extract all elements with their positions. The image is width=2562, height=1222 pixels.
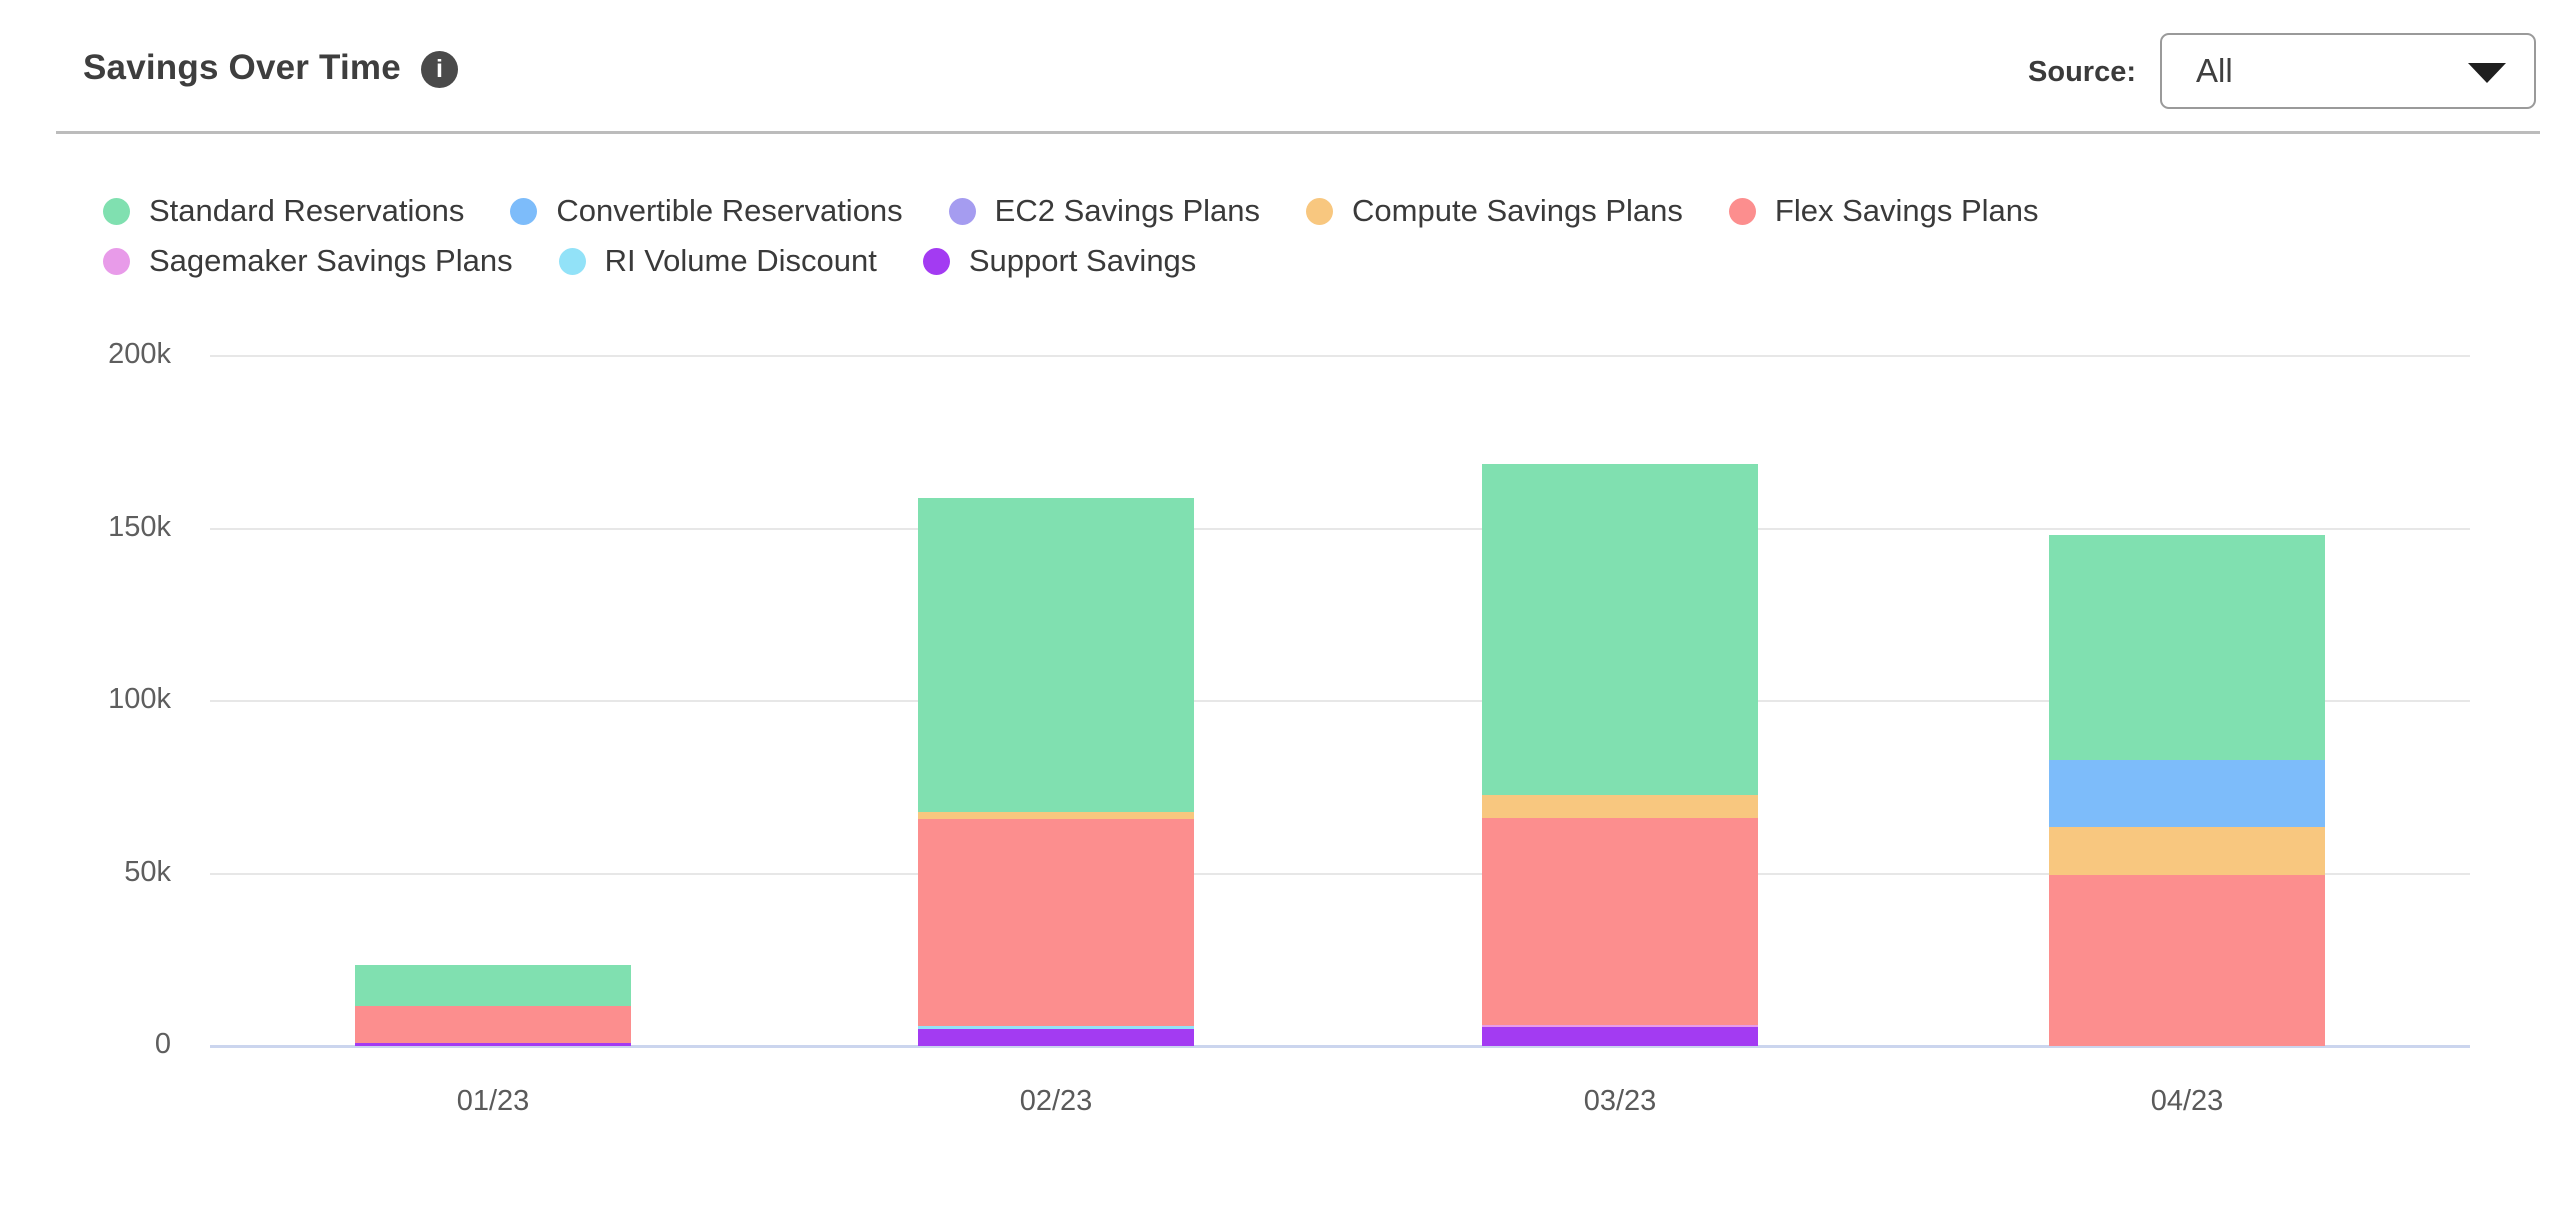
legend-label: Support Savings [968, 243, 1197, 278]
legend-label: EC2 Savings Plans [994, 193, 1261, 228]
chevron-down-icon [2468, 63, 2506, 83]
bar-segment[interactable] [918, 812, 1194, 819]
source-select[interactable]: All [2160, 33, 2536, 109]
legend-dot-icon [1306, 197, 1334, 225]
legend-label: Convertible Reservations [556, 193, 903, 228]
bar-segment[interactable] [2049, 759, 2325, 827]
bar-segment[interactable] [355, 1006, 631, 1043]
legend-dot-icon [103, 247, 130, 275]
legend-item[interactable]: Convertible Reservations [510, 193, 903, 229]
legend-row: Standard Reservations Convertible Reserva… [103, 186, 2303, 236]
x-axis-tick-label: 01/23 [456, 1085, 530, 1117]
y-axis-tick-label: 150k [108, 511, 171, 543]
y-axis-tick-label: 0 [154, 1028, 171, 1060]
legend-dot-icon [558, 247, 586, 275]
legend-item[interactable]: Flex Savings Plans [1728, 193, 2039, 229]
bar-segment[interactable] [1482, 1027, 1758, 1046]
y-axis-tick-label: 50k [124, 856, 171, 888]
bar-segment[interactable] [1482, 795, 1758, 818]
legend-item[interactable]: Support Savings [922, 243, 1197, 279]
bar-segment[interactable] [2049, 826, 2325, 876]
x-axis-line [210, 1045, 2470, 1048]
legend-dot-icon [948, 197, 976, 225]
legend-dot-icon [1728, 197, 1756, 225]
bar-segment[interactable] [918, 498, 1194, 813]
info-icon[interactable]: i [421, 51, 458, 88]
legend-item[interactable]: Standard Reservations [103, 193, 464, 229]
bar-segment[interactable] [1482, 1024, 1758, 1028]
gridline [210, 528, 2470, 530]
bar-segment[interactable] [2049, 875, 2325, 1046]
chart-legend: Standard Reservations Convertible Reserva… [103, 186, 2303, 286]
legend-dot-icon [103, 197, 130, 225]
legend-label: Flex Savings Plans [1774, 193, 2039, 228]
bar-segment[interactable] [2049, 535, 2325, 760]
gridline [210, 700, 2470, 702]
bar-segment[interactable] [918, 1028, 1194, 1046]
x-axis-tick-label: 02/23 [1019, 1085, 1093, 1117]
x-axis-tick-label: 03/23 [1583, 1085, 1657, 1117]
legend-item[interactable]: EC2 Savings Plans [948, 193, 1261, 229]
bar-segment[interactable] [918, 818, 1194, 1026]
page-title: Savings Over Time [83, 48, 401, 87]
bar-segment[interactable] [355, 1042, 631, 1046]
legend-item[interactable]: Compute Savings Plans [1306, 193, 1683, 229]
legend-dot-icon [922, 247, 950, 275]
x-axis-tick-label: 04/23 [2150, 1085, 2224, 1117]
legend-label: Standard Reservations [149, 193, 465, 228]
y-axis-tick-label: 100k [108, 683, 171, 715]
legend-label: RI Volume Discount [604, 243, 877, 278]
gridline [210, 873, 2470, 875]
header-divider [56, 131, 2540, 134]
bar-segment[interactable] [1482, 463, 1758, 796]
y-axis-tick-label: 200k [108, 338, 171, 370]
legend-item[interactable]: RI Volume Discount [558, 243, 877, 279]
gridline [210, 355, 2470, 357]
legend-row: Sagemaker Savings Plans RI Volume Discoun… [103, 236, 2303, 286]
legend-dot-icon [510, 197, 538, 225]
bar-segment[interactable] [918, 1025, 1194, 1029]
bar-segment[interactable] [1482, 817, 1758, 1025]
legend-item[interactable]: Sagemaker Savings Plans [103, 243, 513, 279]
source-select-value: All [2196, 52, 2233, 89]
legend-label: Sagemaker Savings Plans [149, 243, 513, 278]
legend-label: Compute Savings Plans [1352, 193, 1683, 228]
bar-segment[interactable] [355, 964, 631, 1007]
source-label: Source: [2028, 56, 2136, 88]
